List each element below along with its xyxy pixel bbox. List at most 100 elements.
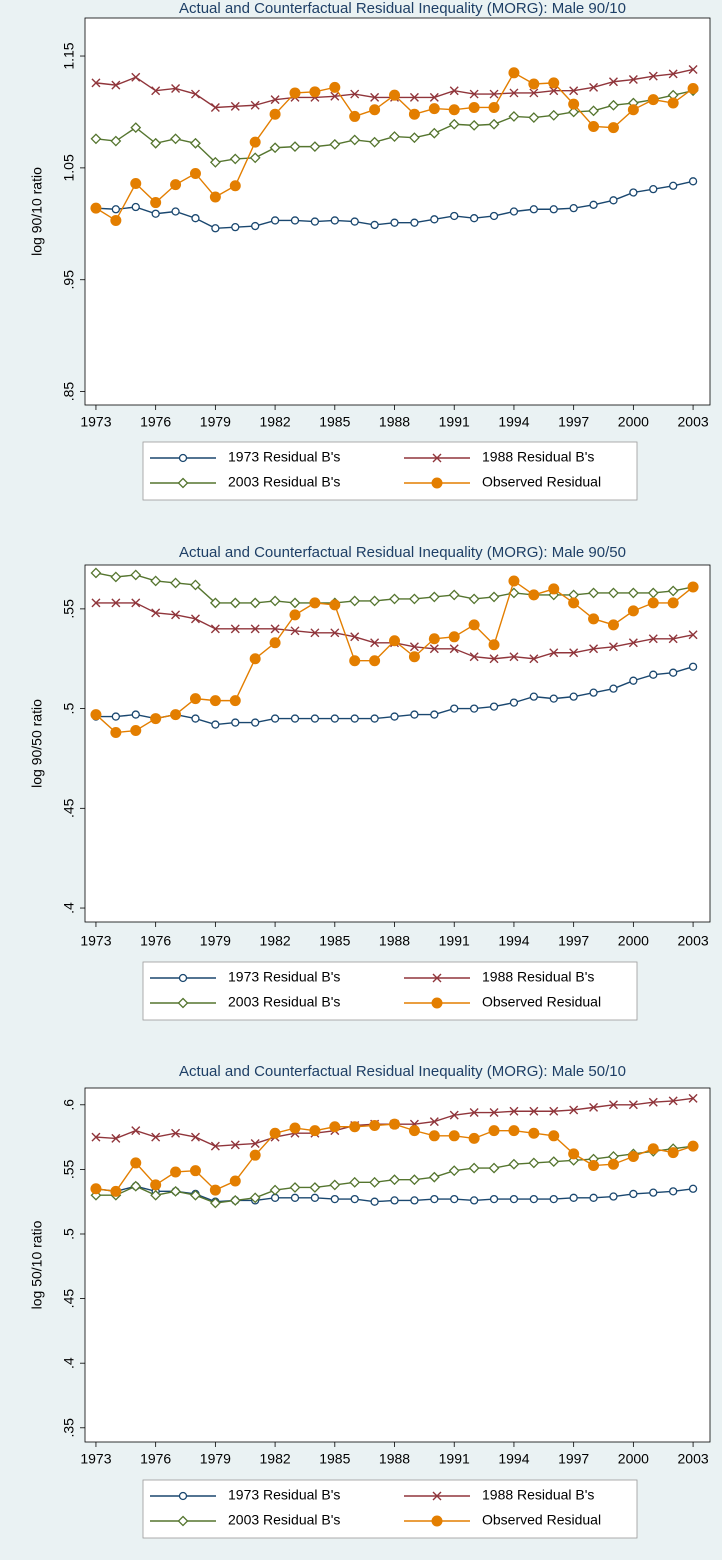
marker (528, 112, 540, 123)
marker (111, 712, 121, 721)
marker (608, 77, 618, 87)
marker (608, 587, 619, 599)
legend-marker (432, 453, 442, 463)
marker (410, 218, 419, 227)
legend-marker (178, 973, 188, 983)
marker (408, 108, 420, 120)
marker (90, 133, 102, 145)
marker (269, 1127, 281, 1139)
chart-title: Actual and Counterfactual Residual Inequ… (179, 0, 626, 17)
legend-marker (431, 997, 443, 1009)
y-axis-label: log 90/50 ratio (29, 699, 45, 788)
marker (91, 1132, 101, 1142)
marker (269, 1184, 281, 1196)
marker (190, 579, 201, 591)
marker (629, 676, 638, 685)
marker (628, 1100, 638, 1110)
chart-title: Actual and Counterfactual Residual Inequ… (179, 544, 626, 561)
x-tick-label: 1991 (439, 933, 470, 949)
marker (330, 628, 340, 638)
x-tick-label: 1997 (558, 414, 589, 430)
marker (627, 1150, 639, 1162)
marker (350, 217, 359, 226)
marker (428, 1171, 440, 1183)
marker (509, 207, 519, 216)
marker (349, 655, 361, 667)
legend-marker (431, 1515, 443, 1527)
marker (588, 613, 600, 625)
marker (230, 1140, 240, 1150)
x-tick-label: 1985 (319, 933, 350, 949)
marker (528, 78, 540, 90)
marker (329, 81, 341, 93)
marker (430, 710, 439, 719)
marker (609, 1192, 618, 1201)
marker (130, 122, 142, 134)
marker (509, 1194, 519, 1204)
marker (290, 626, 300, 636)
marker (130, 569, 142, 581)
marker (668, 1096, 678, 1106)
marker (170, 1185, 181, 1197)
marker (529, 1106, 539, 1116)
marker (588, 587, 599, 599)
marker (489, 211, 499, 221)
marker (688, 1093, 698, 1103)
marker (627, 104, 639, 116)
marker (549, 1106, 559, 1116)
marker (628, 75, 638, 85)
marker (370, 714, 379, 723)
marker (448, 589, 460, 601)
marker (589, 644, 599, 654)
marker (529, 205, 538, 214)
marker (509, 652, 519, 662)
marker (110, 727, 122, 739)
x-tick-label: 1991 (439, 414, 470, 430)
legend-label: 1973 Residual B's (228, 1487, 340, 1503)
x-tick-label: 1988 (379, 1451, 410, 1467)
marker (309, 1182, 321, 1193)
plot-area (84, 564, 711, 923)
legend-label: Observed Residual (482, 474, 601, 490)
marker (289, 597, 301, 609)
plot-area (84, 1087, 711, 1443)
marker (330, 714, 339, 723)
marker (508, 575, 520, 587)
marker (249, 653, 261, 665)
marker (189, 693, 201, 705)
marker (669, 181, 678, 190)
marker (350, 714, 359, 723)
marker (349, 1176, 361, 1188)
marker (687, 581, 699, 593)
marker (131, 710, 140, 719)
marker (190, 614, 200, 624)
x-tick-label: 2000 (618, 1451, 649, 1467)
marker (229, 695, 241, 707)
marker (270, 624, 280, 634)
marker (429, 644, 439, 654)
marker (629, 1189, 638, 1199)
x-tick-label: 1976 (140, 933, 171, 949)
x-tick-label: 1982 (260, 1451, 291, 1467)
marker (349, 134, 361, 146)
marker (509, 1106, 519, 1116)
x-tick-label: 2003 (678, 1451, 709, 1467)
marker (588, 120, 600, 132)
marker (229, 1194, 241, 1206)
marker (150, 575, 162, 587)
marker (289, 1182, 301, 1193)
marker (688, 64, 698, 74)
legend-label: Observed Residual (482, 994, 601, 1010)
marker (329, 1179, 341, 1191)
marker (489, 654, 499, 664)
x-tick-label: 1979 (200, 414, 231, 430)
marker (548, 77, 560, 89)
marker (369, 595, 381, 607)
marker (151, 1132, 161, 1142)
marker (428, 1130, 440, 1142)
marker (609, 684, 618, 693)
marker (209, 1184, 221, 1196)
marker (428, 103, 440, 115)
marker (250, 100, 260, 110)
x-tick-label: 1976 (140, 1451, 171, 1467)
